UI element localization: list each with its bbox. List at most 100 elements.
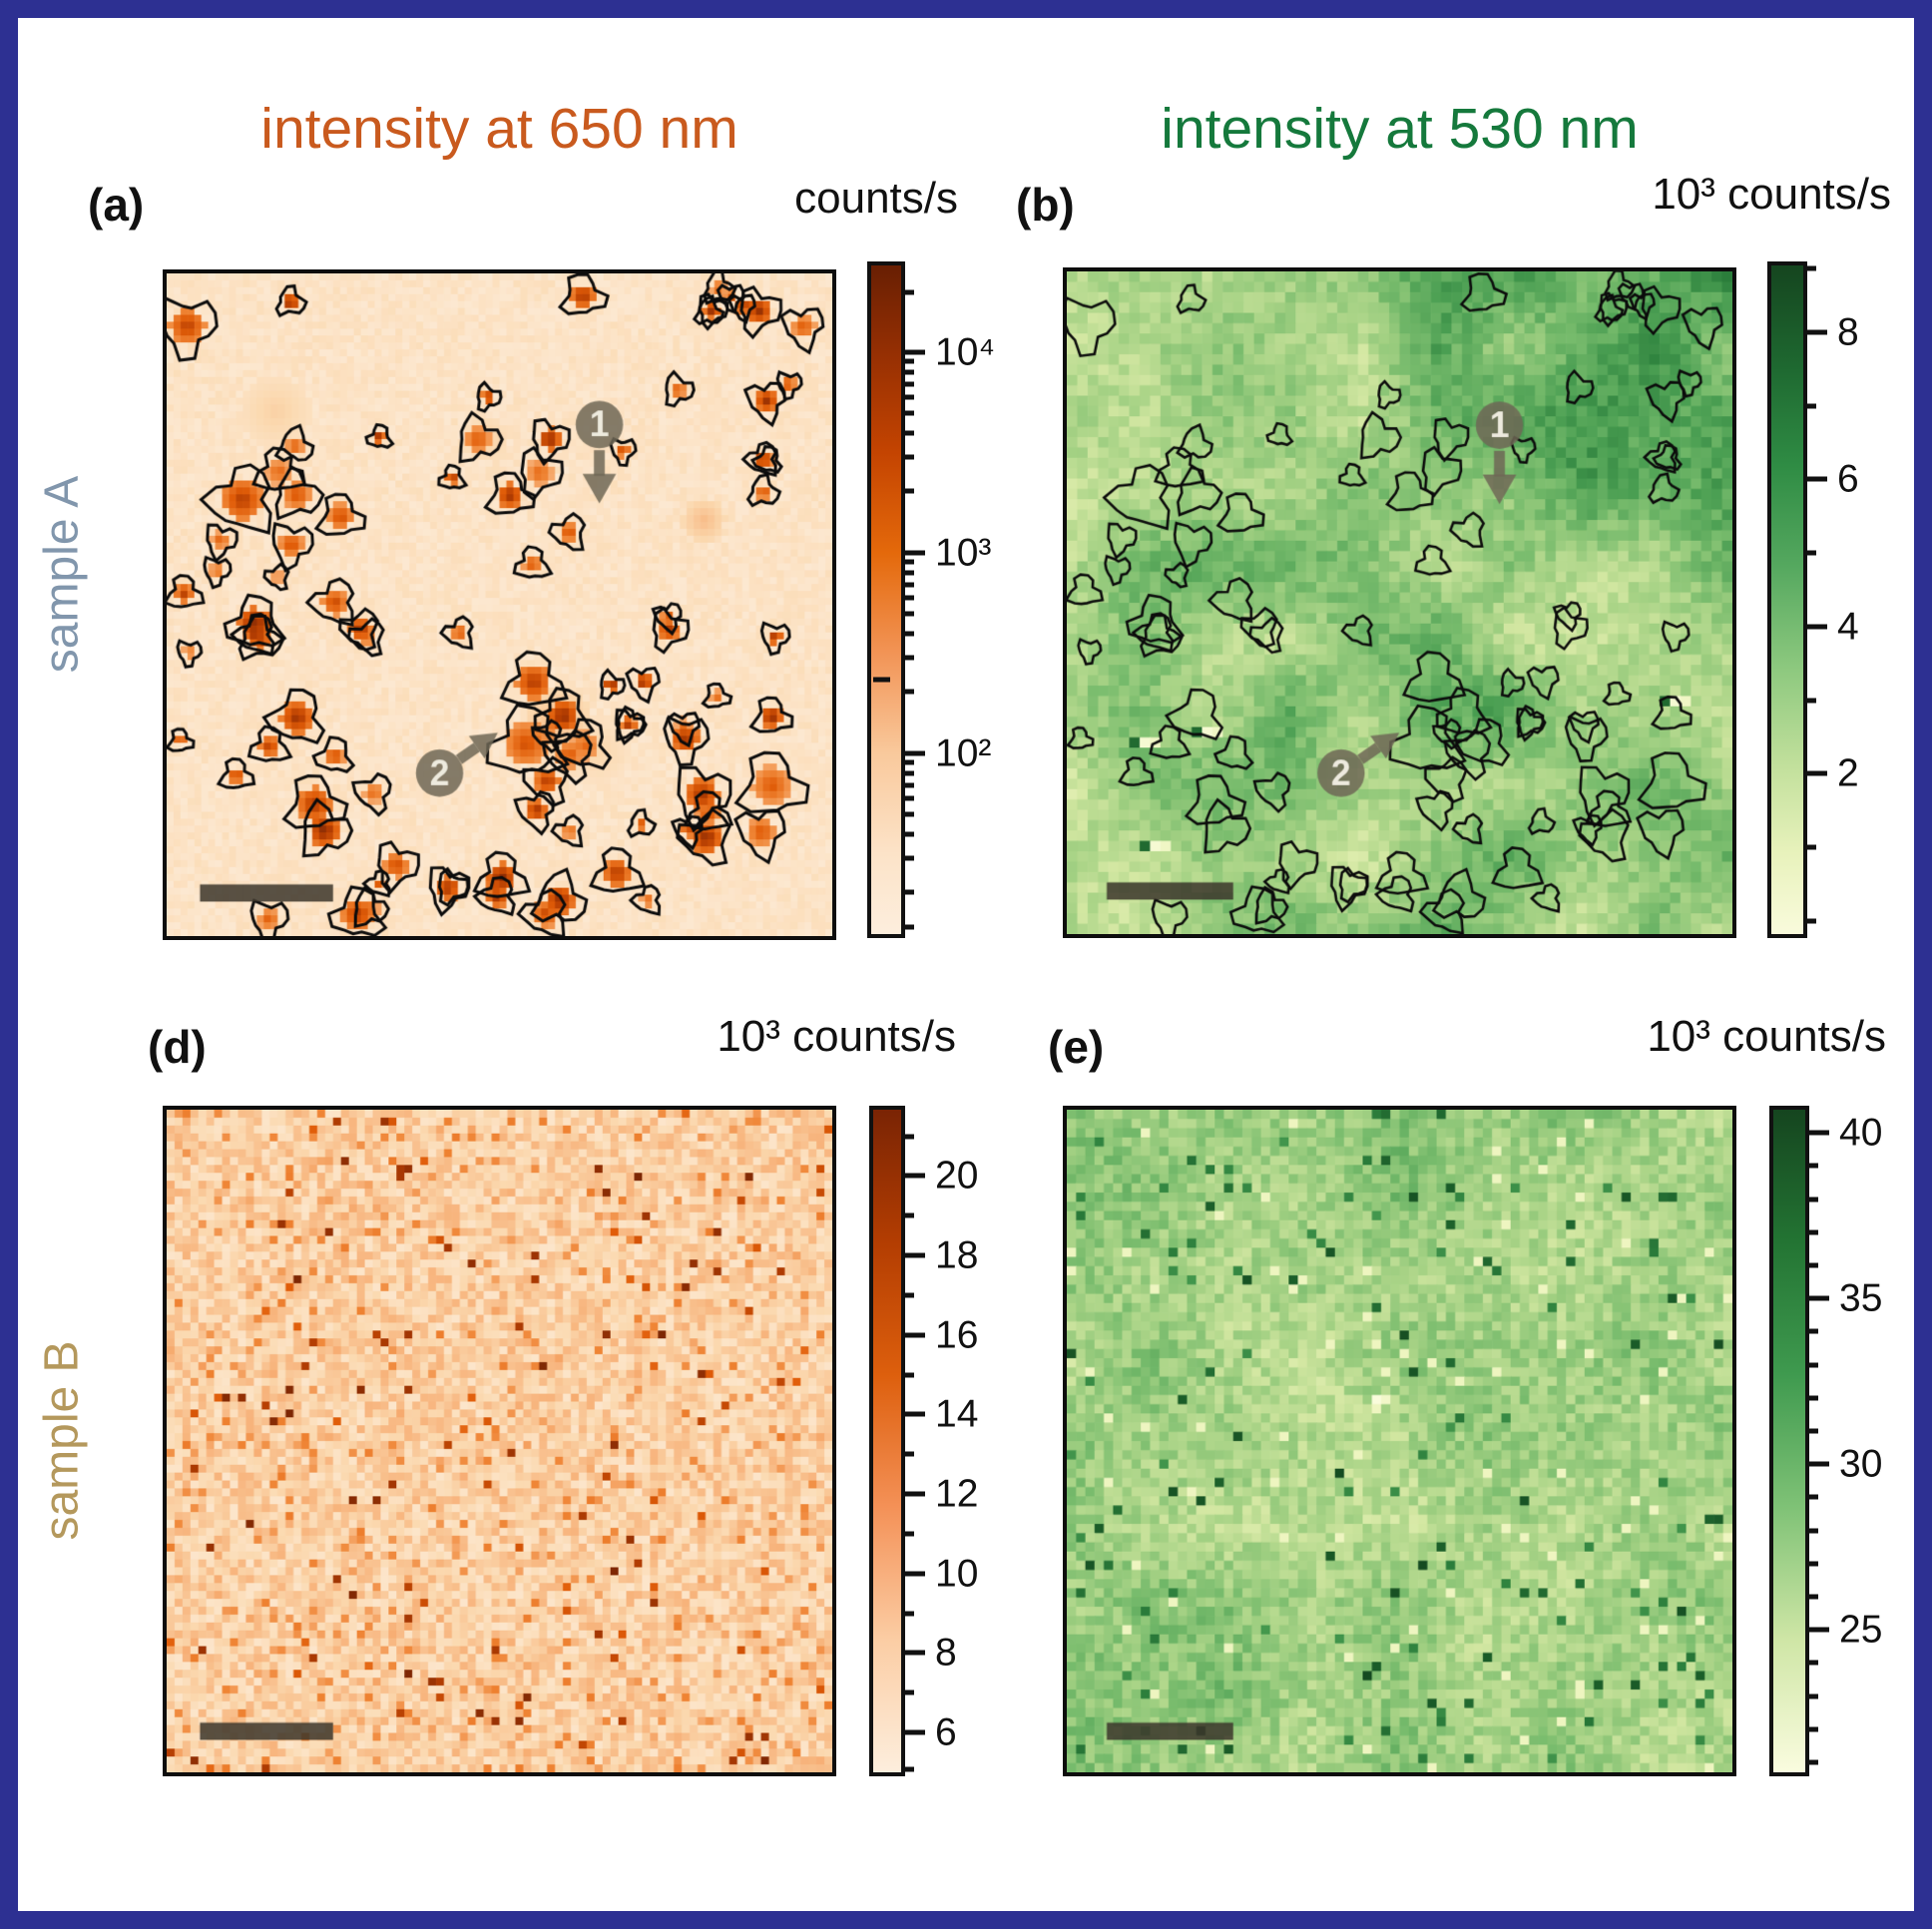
colorbar-a-minor-tick bbox=[901, 631, 914, 636]
colorbar-e-minor-tick bbox=[1805, 1561, 1818, 1567]
colorbar-d-major-tick bbox=[901, 1332, 925, 1338]
panel-e-label: (e) bbox=[1048, 1021, 1105, 1073]
colorbar-a-major-tick bbox=[901, 349, 925, 355]
colorbar-a-minor-tick bbox=[901, 381, 914, 387]
colorbar-a-minor-tick bbox=[901, 655, 914, 661]
colorbar-e-tick-label: 25 bbox=[1839, 1608, 1883, 1652]
colorbar-a-minor-tick bbox=[901, 582, 914, 588]
colorbar-b-tick-label: 2 bbox=[1837, 751, 1859, 795]
map-d bbox=[163, 1106, 836, 1776]
colorbar-d-minor-tick bbox=[901, 1212, 914, 1218]
colorbar-d-tick-label: 14 bbox=[935, 1392, 979, 1436]
panel-d-colorbar-units: 10³ counts/s bbox=[717, 1012, 956, 1061]
colorbar-e-minor-tick bbox=[1805, 1594, 1818, 1600]
colorbar-d-minor-tick bbox=[901, 1372, 914, 1378]
colorbar-d-major-tick bbox=[901, 1650, 925, 1656]
column-title-530nm: intensity at 530 nm bbox=[1161, 97, 1639, 161]
colorbar-e-tick-label: 40 bbox=[1839, 1111, 1883, 1155]
colorbar-b-tick-label: 8 bbox=[1837, 310, 1859, 354]
colorbar-d: 20 18 16 14 12 10 8 6 bbox=[869, 1106, 978, 1776]
colorbar-d-major-tick bbox=[901, 1491, 925, 1497]
colorbar-a-minor-tick bbox=[901, 811, 914, 817]
colorbar-d-tick-label: 6 bbox=[935, 1710, 957, 1754]
colorbar-a-minor-tick bbox=[901, 611, 914, 617]
colorbar-a-minor-tick bbox=[901, 559, 914, 565]
colorbar-d-major-tick bbox=[901, 1173, 925, 1179]
colorbar-b-tick-label: 4 bbox=[1837, 605, 1859, 649]
colorbar-a-minor-tick bbox=[901, 855, 914, 861]
colorbar-e-minor-tick bbox=[1805, 1759, 1818, 1765]
colorbar-d-minor-tick bbox=[901, 1292, 914, 1298]
colorbar-d-minor-tick bbox=[901, 1531, 914, 1537]
colorbar-a-minor-tick bbox=[901, 430, 914, 435]
colorbar-b-major-tick bbox=[1803, 770, 1827, 776]
colorbar-b-major-tick bbox=[1803, 476, 1827, 482]
colorbar-e-major-tick bbox=[1805, 1461, 1829, 1467]
colorbar-a-minor-tick bbox=[901, 782, 914, 788]
colorbar-a-minor-tick bbox=[901, 394, 914, 400]
colorbar-a-minor-tick bbox=[901, 289, 914, 295]
colorbar-a-minor-tick bbox=[901, 831, 914, 836]
panel-d-label: (d) bbox=[148, 1021, 207, 1073]
colorbar-e-major-tick bbox=[1805, 1627, 1829, 1633]
panel-e-colorbar-units: 10³ counts/s bbox=[1647, 1012, 1886, 1061]
colorbar-b-minor-tick bbox=[1803, 844, 1816, 850]
colorbar-e-minor-tick bbox=[1805, 1163, 1818, 1169]
colorbar-a-minor-tick bbox=[901, 924, 914, 930]
colorbar-a-minor-tick bbox=[901, 454, 914, 460]
map-a bbox=[163, 269, 836, 940]
colorbar-b-tick-label: 6 bbox=[1837, 457, 1859, 501]
colorbar-d-major-tick bbox=[901, 1571, 925, 1577]
row-label-sample-a: sample A bbox=[35, 475, 89, 674]
colorbar-b-major-tick bbox=[1803, 329, 1827, 335]
colorbar-d-minor-tick bbox=[901, 1134, 914, 1140]
colorbar-b-minor-tick bbox=[1803, 265, 1816, 271]
map-b bbox=[1063, 267, 1736, 938]
colorbar-e-minor-tick bbox=[1805, 1528, 1818, 1534]
colorbar-e-minor-tick bbox=[1805, 1693, 1818, 1699]
colorbar-d-tick-label: 8 bbox=[935, 1631, 957, 1675]
colorbar-b-major-tick bbox=[1803, 624, 1827, 630]
colorbar-d-minor-tick bbox=[901, 1766, 914, 1772]
colorbar-d-major-tick bbox=[901, 1411, 925, 1417]
colorbar-d-tick-label: 10 bbox=[935, 1552, 979, 1596]
colorbar-a-minor-tick bbox=[901, 410, 914, 416]
colorbar-b-minor-tick bbox=[1803, 403, 1816, 409]
colorbar-e-minor-tick bbox=[1805, 1229, 1818, 1235]
panel-a-colorbar-units: counts/s bbox=[794, 174, 958, 223]
colorbar-d-tick-label: 12 bbox=[935, 1472, 979, 1516]
colorbar-e-minor-tick bbox=[1805, 1197, 1818, 1203]
colorbar-b-minor-tick bbox=[1803, 698, 1816, 703]
colorbar-a-tick-label: 10² bbox=[935, 731, 992, 775]
colorbar-d-major-tick bbox=[901, 1729, 925, 1735]
panel-b-label: (b) bbox=[1016, 179, 1075, 231]
colorbar-d-minor-tick bbox=[901, 1611, 914, 1617]
colorbar-a: 10⁴ 10³ 10² bbox=[867, 261, 995, 938]
colorbar-a-minor-tick bbox=[901, 369, 914, 375]
colorbar-b-minor-tick bbox=[1803, 918, 1816, 924]
colorbar-e-tick-label: 35 bbox=[1839, 1276, 1883, 1320]
colorbar-d-tick-label: 18 bbox=[935, 1233, 979, 1277]
colorbar-e-tick-label: 30 bbox=[1839, 1442, 1883, 1486]
colorbar-d-minor-tick bbox=[901, 1689, 914, 1695]
colorbar-e-minor-tick bbox=[1805, 1726, 1818, 1732]
panel-b-colorbar-units: 10³ counts/s bbox=[1652, 170, 1891, 219]
colorbar-e-major-tick bbox=[1805, 1295, 1829, 1301]
panel-a-label: (a) bbox=[88, 179, 145, 231]
colorbar-b-minor-tick bbox=[1803, 550, 1816, 556]
colorbar-a-minor-tick bbox=[901, 795, 914, 801]
colorbar-a-minor-tick bbox=[901, 689, 914, 695]
colorbar-d-tick-label: 20 bbox=[935, 1154, 979, 1198]
colorbar-a-minor-tick bbox=[901, 488, 914, 494]
colorbar-a-tick-label: 10³ bbox=[935, 531, 992, 575]
colorbar-a-contour-level-dash bbox=[873, 677, 890, 683]
colorbar-e-minor-tick bbox=[1805, 1395, 1818, 1401]
colorbar-a-tick-label: 10⁴ bbox=[935, 330, 996, 374]
colorbar-e-minor-tick bbox=[1805, 1328, 1818, 1334]
colorbar-e-major-tick bbox=[1805, 1130, 1829, 1136]
colorbar-a-major-tick bbox=[901, 750, 925, 756]
colorbar-a-minor-tick bbox=[901, 595, 914, 601]
colorbar-a-major-tick bbox=[901, 550, 925, 556]
colorbar-e-minor-tick bbox=[1805, 1494, 1818, 1500]
